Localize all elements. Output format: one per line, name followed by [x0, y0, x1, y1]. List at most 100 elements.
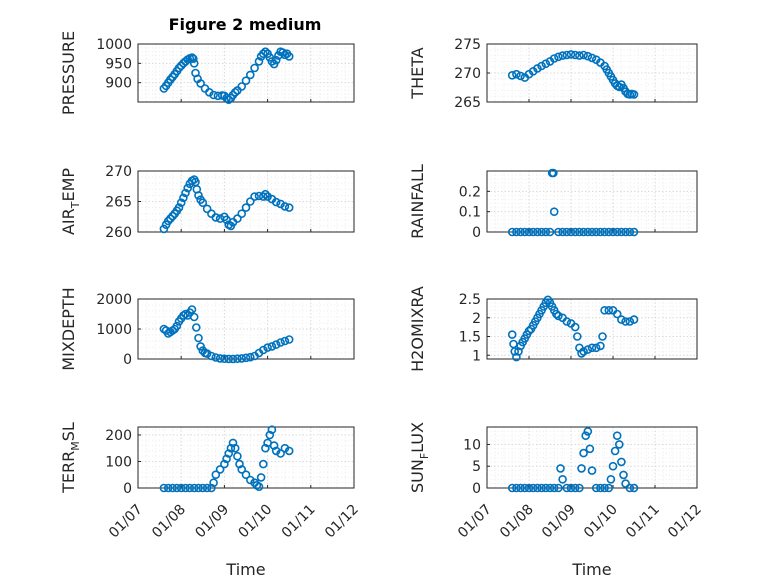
axes-frame [137, 426, 355, 489]
data-point [271, 340, 281, 349]
data-point [604, 305, 614, 315]
axes-air-temp: 260 265 270 AIRTEMP [59, 164, 355, 241]
y-tick-label: 0 [123, 481, 132, 497]
data-point [596, 341, 605, 351]
data-point [577, 464, 586, 473]
x-tick-label: 01/10 [581, 502, 621, 542]
data-point [629, 227, 639, 237]
data-point [263, 192, 272, 201]
data-point [562, 317, 572, 326]
axes-h2omixra: 1 1.5 2 2.5 H2OMIXRA [408, 286, 698, 372]
data-point [621, 317, 630, 326]
data-point [591, 483, 601, 493]
data-point [246, 352, 255, 362]
data-point [537, 483, 546, 493]
x-tick-label: 01/08 [149, 502, 189, 542]
y-tick-label: 270 [454, 66, 481, 82]
axes-frame [486, 298, 698, 360]
data-point [612, 431, 622, 441]
y-tick-label: 100 [105, 454, 132, 470]
x-tick-label: 01/09 [192, 502, 232, 542]
data-point [230, 88, 240, 97]
data-point [176, 61, 186, 70]
data-point [541, 483, 551, 493]
data-point [612, 309, 622, 319]
data-point [512, 227, 521, 237]
data-point [211, 470, 221, 480]
data-point [558, 474, 567, 484]
data-point [587, 53, 597, 63]
data-point [196, 342, 205, 351]
data-point [575, 51, 584, 60]
data-point [621, 227, 630, 237]
data-point [194, 483, 203, 493]
data-point [196, 79, 205, 88]
y-tick-label: 0 [472, 481, 481, 497]
data-point [228, 354, 238, 364]
axes-frame [137, 170, 355, 233]
data-point [241, 470, 251, 480]
x-axis-label: Time [225, 560, 265, 579]
data-point [583, 427, 593, 436]
data-point [222, 454, 231, 464]
data-point [591, 343, 601, 353]
data-point [549, 483, 559, 493]
data-point [215, 354, 225, 363]
y-tick-label: 275 [454, 37, 481, 53]
data-point [215, 465, 225, 474]
data-point [261, 189, 270, 199]
data-point [587, 466, 597, 475]
data-point [507, 483, 517, 493]
data-point [211, 213, 221, 222]
y-tick-label: 265 [105, 195, 132, 211]
data-point [562, 227, 572, 237]
data-point [181, 483, 190, 493]
data-point [558, 227, 567, 237]
data-point [211, 353, 221, 362]
data-point [280, 202, 290, 211]
x-tick-label: 01/11 [279, 502, 319, 542]
data-point [625, 317, 635, 326]
data-point [250, 63, 259, 73]
y-tick-label: 5 [472, 459, 481, 475]
data-point [528, 483, 538, 493]
data-point [600, 305, 609, 315]
data-point [512, 483, 521, 493]
data-point [172, 321, 182, 331]
plot-area [487, 171, 697, 232]
data-point [176, 198, 186, 207]
data-point [619, 470, 628, 480]
y-tick-label: 1000 [96, 322, 132, 338]
data-point [583, 227, 593, 237]
data-point [181, 188, 190, 198]
data-point [554, 311, 563, 321]
data-point [254, 482, 264, 492]
data-point [207, 351, 216, 361]
data-point [606, 474, 616, 484]
data-point [202, 204, 212, 214]
y-tick-label: 10 [463, 437, 481, 453]
y-tick-label: 0 [123, 352, 132, 368]
data-point [617, 457, 626, 467]
data-point [159, 483, 169, 493]
data-point [237, 465, 246, 474]
data-point [237, 82, 246, 91]
data-point [554, 227, 563, 237]
data-point [608, 461, 618, 471]
data-point [579, 227, 588, 237]
x-tick-label: 01/11 [623, 502, 663, 542]
data-point [179, 193, 188, 203]
data-point [617, 315, 626, 324]
data-point [207, 483, 216, 493]
data-point [202, 483, 212, 493]
data-point [570, 50, 580, 60]
x-tick-label: 01/08 [497, 502, 537, 542]
data-point [194, 333, 203, 343]
data-point [579, 448, 588, 458]
data-point [185, 483, 195, 493]
data-point [176, 483, 186, 493]
data-point [237, 209, 246, 218]
axes-rainfall: 0 0.1 0.2 RAINFALL [408, 164, 698, 241]
data-point [585, 444, 595, 454]
data-point [276, 199, 285, 209]
